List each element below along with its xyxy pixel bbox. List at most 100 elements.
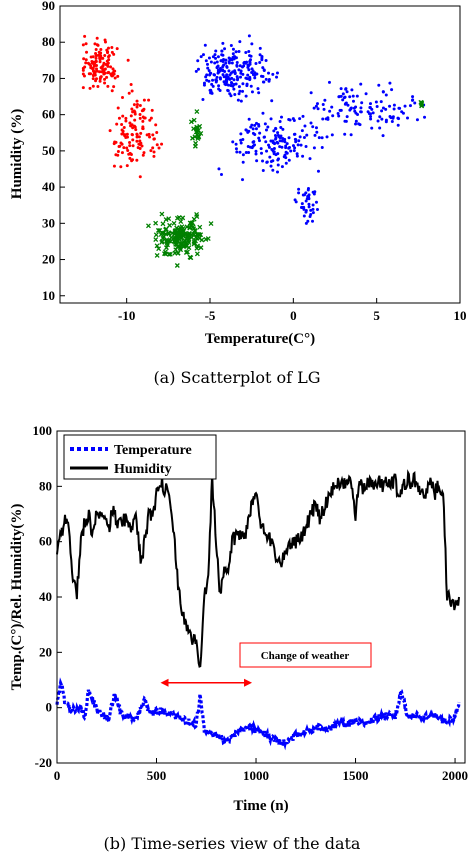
scatter-point bbox=[221, 68, 225, 72]
scatter-point bbox=[131, 138, 135, 142]
scatter-point bbox=[189, 232, 195, 237]
scatter-point bbox=[238, 40, 242, 44]
scatter-point bbox=[218, 66, 222, 70]
scatter-point bbox=[370, 107, 374, 111]
scatter-point bbox=[339, 94, 343, 98]
scatter-point bbox=[241, 178, 245, 182]
scatter-point bbox=[241, 153, 245, 157]
scatter-point bbox=[207, 56, 211, 60]
scatter-point bbox=[220, 49, 224, 53]
scatter-point bbox=[157, 146, 161, 150]
scatter-point bbox=[254, 149, 258, 153]
scatter-point bbox=[254, 152, 258, 156]
scatter-point bbox=[164, 240, 170, 246]
scatter-point bbox=[264, 77, 268, 81]
scatter-point bbox=[217, 87, 221, 91]
scatter-point bbox=[217, 167, 221, 171]
scatter-point bbox=[278, 145, 282, 149]
scatter-point bbox=[129, 114, 133, 118]
scatter-point bbox=[145, 133, 149, 137]
scatter-point bbox=[301, 154, 305, 158]
scatter-point bbox=[289, 149, 293, 153]
x-axis-label: Temperature(C°) bbox=[205, 331, 315, 347]
scatter-point bbox=[297, 187, 301, 191]
scatter-point bbox=[311, 219, 315, 223]
scatter-point bbox=[214, 49, 218, 53]
scatter-point bbox=[246, 130, 250, 134]
scatter-point bbox=[253, 76, 257, 80]
scatterplot-chart: -10 -5 0 5 10 10 20 30 40 50 60 70 80 90 Temperature… bbox=[9, 0, 467, 387]
y-tick-label: 50 bbox=[42, 143, 55, 158]
scatter-point bbox=[230, 61, 234, 65]
scatter-point bbox=[128, 140, 132, 144]
scatter-point bbox=[390, 120, 394, 124]
scatter-point bbox=[247, 117, 251, 121]
scatter-point bbox=[106, 84, 110, 88]
scatter-point bbox=[153, 232, 159, 238]
scatter-point bbox=[112, 69, 116, 73]
scatter-point bbox=[374, 100, 378, 104]
scatter-point bbox=[117, 116, 121, 120]
scatter-point bbox=[381, 134, 385, 138]
scatter-point bbox=[105, 48, 109, 52]
scatter-point bbox=[378, 115, 382, 119]
scatter-point bbox=[172, 250, 178, 256]
scatter-point bbox=[267, 71, 271, 75]
scatter-point bbox=[403, 104, 407, 108]
scatter-point bbox=[122, 146, 126, 150]
scatter-point bbox=[269, 164, 273, 168]
scatter-point bbox=[249, 84, 253, 88]
scatter-point bbox=[278, 120, 282, 124]
scatter-point bbox=[120, 151, 124, 155]
scatter-point bbox=[129, 82, 133, 86]
scatter-point bbox=[116, 106, 120, 110]
y-tick-label: 70 bbox=[42, 70, 55, 85]
scatter-point bbox=[192, 228, 198, 234]
scatter-point bbox=[125, 164, 129, 168]
scatter-point bbox=[116, 74, 120, 78]
scatter-point bbox=[205, 78, 209, 82]
scatter-point bbox=[150, 108, 154, 112]
scatter-point bbox=[250, 90, 254, 94]
series-line-temperature bbox=[55, 677, 461, 751]
scatter-point bbox=[163, 226, 169, 232]
scatter-point bbox=[135, 99, 139, 103]
scatter-point bbox=[216, 68, 220, 72]
scatter-point bbox=[327, 80, 331, 84]
scatter-point bbox=[229, 83, 233, 87]
scatter-point bbox=[247, 151, 251, 155]
scatter-point bbox=[376, 119, 380, 123]
scatter-point bbox=[138, 112, 142, 116]
scatter-point bbox=[304, 144, 308, 148]
scatter-point bbox=[269, 139, 273, 143]
scatter-point bbox=[371, 111, 375, 115]
scatter-point bbox=[149, 149, 153, 153]
scatter-point bbox=[237, 92, 241, 96]
scatter-point bbox=[94, 77, 98, 81]
scatter-point bbox=[91, 77, 95, 81]
scatter-point bbox=[247, 49, 251, 53]
scatter-point bbox=[339, 108, 343, 112]
scatter-point bbox=[153, 220, 159, 226]
scatter-point bbox=[339, 87, 343, 91]
scatter-point bbox=[344, 119, 348, 123]
scatter-point bbox=[348, 95, 352, 99]
legend-label-temperature: Temperature bbox=[114, 443, 192, 458]
scatter-point bbox=[222, 80, 226, 84]
scatter-point bbox=[168, 235, 174, 241]
scatter-point bbox=[258, 60, 262, 64]
scatter-point bbox=[226, 88, 230, 92]
scatter-point bbox=[230, 81, 234, 85]
scatter-point bbox=[94, 48, 98, 52]
scatter-point bbox=[188, 223, 194, 229]
scatter-point bbox=[204, 59, 208, 63]
scatter-point bbox=[298, 117, 302, 121]
scatter-point bbox=[261, 168, 265, 172]
annotation-text: Change of weather bbox=[261, 650, 350, 662]
scatter-point bbox=[350, 88, 354, 92]
y-tick-label: 10 bbox=[42, 288, 55, 303]
scatter-point bbox=[103, 38, 107, 42]
scatter-point bbox=[300, 205, 304, 209]
scatter-point bbox=[369, 112, 373, 116]
scatter-point bbox=[358, 123, 362, 127]
